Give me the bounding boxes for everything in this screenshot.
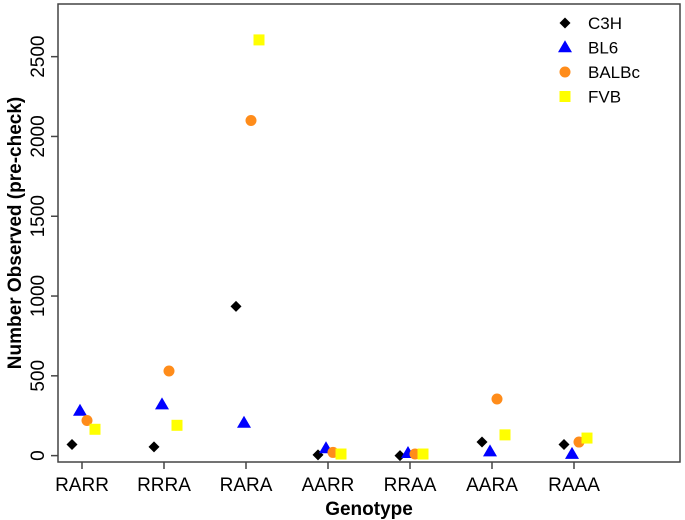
data-point-fvb-rraa <box>417 448 429 460</box>
data-points <box>66 34 593 462</box>
data-point-fvb-raaa <box>581 432 593 444</box>
x-tick-label: RRAA <box>384 475 437 496</box>
data-point-balbc-rara <box>245 114 257 126</box>
data-point-fvb-rarr <box>89 423 101 435</box>
data-point-bl6-raaa <box>565 446 579 459</box>
data-point-c3h-aara <box>476 436 488 448</box>
data-point-bl6-rara <box>237 415 251 428</box>
x-tick-label: RAAA <box>548 475 600 496</box>
x-axis: RARR RRRA RARA AARR RRAA AARA RAAA <box>55 462 600 496</box>
data-point-fvb-rrra <box>171 419 183 431</box>
data-point-c3h-rraa <box>394 450 406 462</box>
data-point-bl6-rarr <box>73 403 87 416</box>
x-tick-label: RARA <box>220 475 273 496</box>
x-tick-label: AARR <box>302 475 355 496</box>
data-point-bl6-aara <box>483 444 497 457</box>
data-point-c3h-rrra <box>148 441 160 453</box>
data-point-fvb-aara <box>499 429 511 441</box>
data-point-c3h-raaa <box>558 438 570 450</box>
legend-marker-fvb <box>559 91 571 102</box>
y-tick-label: 2000 <box>28 115 49 157</box>
y-tick-label: 0 <box>28 450 49 461</box>
legend: C3H BL6 BALBc FVB <box>558 14 640 107</box>
plot-frame <box>57 3 681 463</box>
y-axis: 0 500 1000 1500 2000 2500 <box>28 36 58 461</box>
legend-marker-balbc <box>559 66 571 78</box>
x-tick-label: RARR <box>55 475 109 496</box>
data-point-fvb-rara <box>253 34 265 46</box>
x-tick-label: AARA <box>466 475 518 496</box>
data-point-fvb-aarr <box>335 448 347 460</box>
data-point-c3h-rara <box>230 300 242 312</box>
y-axis-title: Number Observed (pre-check) <box>5 97 26 369</box>
legend-marker-bl6 <box>558 40 572 53</box>
x-tick-label: RRRA <box>137 475 191 496</box>
data-point-balbc-rarr <box>81 415 93 427</box>
y-tick-label: 1000 <box>28 275 49 317</box>
legend-label-balbc: BALBc <box>588 63 640 82</box>
legend-label-c3h: C3H <box>588 14 622 33</box>
x-axis-title: Genotype <box>325 499 413 520</box>
data-point-balbc-rrra <box>163 365 175 377</box>
y-tick-label: 2500 <box>28 36 49 78</box>
y-tick-label: 500 <box>28 360 49 392</box>
data-point-bl6-rrra <box>155 397 169 410</box>
data-point-c3h-rarr <box>66 438 78 450</box>
legend-label-fvb: FVB <box>588 88 621 107</box>
legend-marker-c3h <box>559 17 571 29</box>
y-tick-label: 1500 <box>28 195 49 237</box>
legend-label-bl6: BL6 <box>588 39 618 58</box>
data-point-balbc-aara <box>491 393 503 405</box>
